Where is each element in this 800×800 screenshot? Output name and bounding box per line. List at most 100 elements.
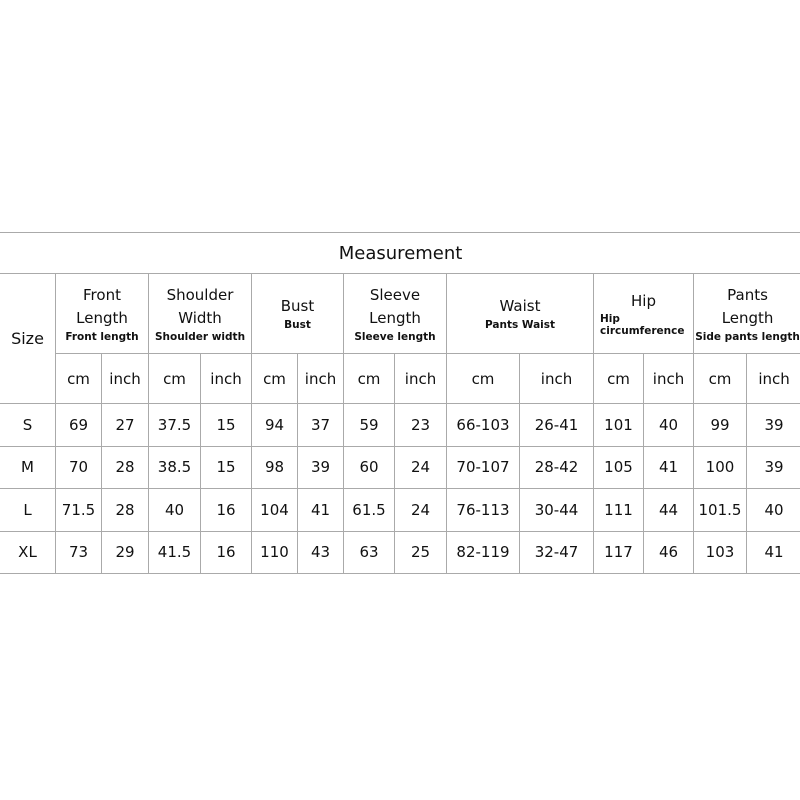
value-cell: 43 [297,530,344,574]
value-cell: 111 [593,488,644,532]
unit-inch: inch [297,353,344,404]
value-cell: 73 [55,530,102,574]
value-cell: 41.5 [148,530,201,574]
unit-cm: cm [251,353,298,404]
value-cell: 71.5 [55,488,102,532]
column-subtitle: Sleeve length [354,330,436,343]
column-title: Sleeve Length [369,285,421,327]
value-cell: 82-119 [446,530,520,574]
column-header: Pants Length Side pants length [692,273,800,354]
value-cell: 101.5 [693,488,747,532]
unit-cm: cm [693,353,747,404]
value-cell: 59 [343,403,395,447]
value-cell: 28-42 [519,445,594,489]
value-cell: 60 [343,445,395,489]
value-cell: 37.5 [148,403,201,447]
unit-inch: inch [101,353,149,404]
unit-cm: cm [593,353,644,404]
value-cell: 38.5 [148,445,201,489]
value-cell: 61.5 [343,488,395,532]
size-cell: S [0,403,56,447]
column-subtitle: Hip circumference [600,313,685,337]
size-cell: M [0,445,56,489]
value-cell: 29 [101,530,149,574]
value-cell: 40 [643,403,694,447]
value-cell: 16 [200,530,252,574]
value-cell: 103 [693,530,747,574]
column-subtitle: Front length [65,330,139,343]
column-subtitle: Pants Waist [484,319,556,331]
column-subtitle: Shoulder width [154,330,246,343]
value-cell: 70 [55,445,102,489]
unit-cm: cm [446,353,520,404]
value-cell: 28 [101,445,149,489]
value-cell: 28 [101,488,149,532]
value-cell: 94 [251,403,298,447]
unit-cm: cm [55,353,102,404]
column-title: Waist [499,297,541,315]
value-cell: 105 [593,445,644,489]
value-cell: 41 [297,488,344,532]
units-row: cm inch cm inch cm inch cm inch cm inch cm inch cm in… [0,353,800,404]
table-row: S 69 27 37.5 15 94 37 59 23 66-103 26-41 101 40 99 39 [0,403,800,447]
value-cell: 40 [745,488,800,532]
size-cell: XL [0,530,56,574]
column-header: Bust Bust [251,273,344,354]
unit-inch: inch [745,353,800,404]
value-cell: 110 [251,530,298,574]
column-title: Shoulder Width [166,285,234,327]
value-cell: 117 [593,530,644,574]
column-title: Bust [280,297,315,315]
value-cell: 24 [394,445,447,489]
value-cell: 66-103 [446,403,520,447]
value-cell: 100 [693,445,747,489]
unit-cm: cm [148,353,201,404]
value-cell: 24 [394,488,447,532]
column-subtitle: Bust [284,319,311,331]
value-cell: 76-113 [446,488,520,532]
value-cell: 15 [200,403,252,447]
value-cell: 37 [297,403,344,447]
value-cell: 41 [643,445,694,489]
value-cell: 46 [643,530,694,574]
header-row: Size Front Length Front length Shoulder Wid… [0,273,800,404]
value-cell: 39 [745,403,800,447]
value-cell: 39 [297,445,344,489]
value-cell: 99 [693,403,747,447]
column-header: Sleeve Length Sleeve length [343,273,447,354]
value-cell: 27 [101,403,149,447]
value-cell: 40 [148,488,201,532]
table-row: XL 73 29 41.5 16 110 43 63 25 82-119 32-47 117 46 103… [0,530,800,574]
table-row: M 70 28 38.5 15 98 39 60 24 70-107 28-42 105 41 100 39 [0,445,800,489]
column-title: Pants Length [721,285,774,327]
size-chart-table: Measurement Size Front Length Front length S… [0,232,800,574]
value-cell: 63 [343,530,395,574]
value-cell: 41 [745,530,800,574]
value-cell: 70-107 [446,445,520,489]
value-cell: 69 [55,403,102,447]
table-title: Measurement [0,232,800,274]
column-title: Hip [631,292,656,310]
title-row: Measurement [0,232,800,274]
value-cell: 23 [394,403,447,447]
unit-inch: inch [519,353,594,404]
size-cell: L [0,488,56,532]
column-header: Front Length Front length [55,273,149,354]
unit-inch: inch [643,353,694,404]
value-cell: 101 [593,403,644,447]
value-cell: 30-44 [519,488,594,532]
value-cell: 15 [200,445,252,489]
column-header: Hip Hip circumference [593,273,694,354]
column-header: Waist Pants Waist [446,273,594,354]
unit-cm: cm [343,353,395,404]
value-cell: 39 [745,445,800,489]
table-row: L 71.5 28 40 16 104 41 61.5 24 76-113 30-44 111 44 10… [0,488,800,532]
value-cell: 44 [643,488,694,532]
column-header: Shoulder Width Shoulder width [148,273,252,354]
column-subtitle: Side pants length [695,330,800,343]
size-header: Size [0,273,56,404]
value-cell: 104 [251,488,298,532]
unit-inch: inch [394,353,447,404]
value-cell: 26-41 [519,403,594,447]
value-cell: 25 [394,530,447,574]
